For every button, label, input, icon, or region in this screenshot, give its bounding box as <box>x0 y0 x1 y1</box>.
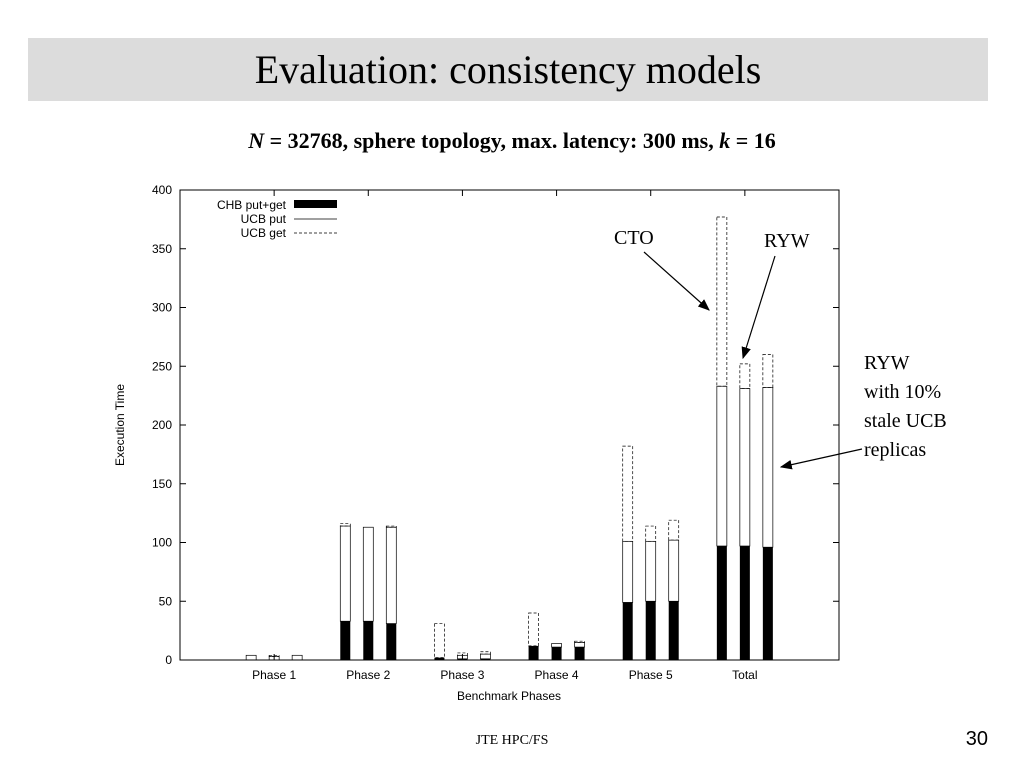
legend-label-ucb-put: UCB put <box>241 212 287 226</box>
bar-segment-solid-black <box>434 657 445 660</box>
bar-segment-dashed <box>739 363 751 389</box>
bar-segment-solid-black <box>551 647 562 660</box>
legend-label-ucb-get: UCB get <box>241 226 287 240</box>
y-tick-label: 300 <box>152 301 172 315</box>
y-tick-label: 200 <box>152 418 172 432</box>
subtitle-n-text: = 32768, sphere topology, max. latency: … <box>264 128 720 153</box>
bar-segment-solid-black <box>386 623 397 660</box>
bar-segment-dashed <box>528 612 539 647</box>
annotation-ryw-10-line-2: with 10% <box>864 381 941 403</box>
x-tick-label: Phase 3 <box>440 668 484 682</box>
bar-segment-dashed <box>645 525 657 542</box>
x-tick-label: Phase 1 <box>252 668 296 682</box>
bar-segment-dashed <box>457 652 468 656</box>
bar-segment-solid-black <box>716 546 727 660</box>
bar-segment-dashed <box>716 216 728 387</box>
bar-segment-thin-solid <box>291 654 303 661</box>
bar-segment-thin-solid <box>668 539 680 602</box>
subtitle-n-var: N <box>248 128 265 153</box>
page-number: 30 <box>965 728 988 750</box>
x-axis: Phase 1 Phase 2 Phase 3 Phase 4 Phase 5 Total <box>252 190 758 682</box>
bar-segment-thin-solid <box>739 388 751 547</box>
annotation-ryw-10-line-1: RYW <box>864 352 910 374</box>
bar-segment-thin-solid <box>645 540 657 602</box>
bar-segment-dashed <box>762 354 774 388</box>
footer-text: JTE HPC/FS <box>475 733 549 748</box>
x-tick-label: Phase 2 <box>346 668 390 682</box>
legend: CHB put+get UCB put UCB get <box>217 198 337 240</box>
y-tick-label: 350 <box>152 242 172 256</box>
bar-segment-solid-black <box>340 621 351 660</box>
bar-segment-thin-solid <box>480 653 491 660</box>
y-axis: 0 50 100 150 200 250 300 350 400 <box>152 183 839 667</box>
annotation-ryw-10-line-3: stale UCB <box>864 410 947 432</box>
bar-segment-thin-solid <box>362 526 374 622</box>
bar-segment-thin-solid <box>551 643 562 648</box>
bar-segment-solid-black <box>622 602 633 660</box>
bar-segment-thin-solid <box>716 385 728 547</box>
x-tick-label: Phase 4 <box>535 668 579 682</box>
legend-swatch-chb <box>294 200 337 208</box>
y-tick-label: 100 <box>152 536 172 550</box>
y-tick-label: 400 <box>152 183 172 197</box>
x-tick-label: Total <box>732 668 757 682</box>
legend-label-chb: CHB put+get <box>217 198 287 212</box>
bar-segment-dashed <box>339 523 351 527</box>
bar-segment-dashed <box>434 623 445 659</box>
bar-segment-thin-solid <box>762 387 774 548</box>
y-tick-label: 150 <box>152 477 172 491</box>
subtitle-k-text: = 16 <box>730 128 776 153</box>
slide-subtitle: N = 32768, sphere topology, max. latency… <box>0 128 1024 154</box>
title-bar: Evaluation: consistency models <box>28 38 988 101</box>
bar-segment-thin-solid <box>339 525 351 622</box>
bars <box>245 216 774 661</box>
x-tick-label: Phase 5 <box>629 668 673 682</box>
arrow-ryw-10 <box>779 448 863 470</box>
annotation-ryw: RYW <box>764 230 810 252</box>
bar-segment-thin-solid <box>245 654 257 661</box>
annotation-cto: CTO <box>614 227 654 249</box>
bar-segment-dashed <box>622 445 634 542</box>
bar-segment-solid-black <box>645 601 656 660</box>
x-axis-label: Benchmark Phases <box>457 689 561 703</box>
bar-segment-solid-black <box>480 658 491 660</box>
arrow-ryw <box>741 255 776 360</box>
slide-title: Evaluation: consistency models <box>254 47 762 92</box>
y-axis-label: Execution Time <box>113 384 127 466</box>
y-tick-label: 50 <box>159 594 173 608</box>
bar-segment-solid-black <box>574 647 585 660</box>
bar-segment-solid-black <box>528 645 539 660</box>
annotation-ryw-10: RYW with 10% stale UCB replicas <box>864 352 952 461</box>
bar-segment-solid-black <box>363 621 374 660</box>
y-tick-label: 0 <box>165 653 172 667</box>
bar-segment-thin-solid <box>622 540 634 603</box>
annotation-ryw-10-line-4: replicas <box>864 439 926 461</box>
subtitle-k-var: k <box>719 128 731 153</box>
bar-segment-thin-solid <box>574 642 585 648</box>
bar-segment-dashed <box>574 640 585 643</box>
bar-segment-dashed <box>385 525 397 528</box>
bar-segment-solid-black <box>739 546 750 660</box>
bar-segment-thin-solid <box>385 526 397 624</box>
bar-segment-dashed <box>268 654 280 657</box>
bar-segment-dashed <box>480 651 491 655</box>
bar-segment-dashed <box>668 519 680 541</box>
arrow-cto <box>643 251 710 311</box>
bar-segment-solid-black <box>668 601 679 660</box>
bar-segment-solid-black <box>762 547 773 660</box>
y-tick-label: 250 <box>152 359 172 373</box>
bar-segment-solid-black <box>457 658 468 660</box>
